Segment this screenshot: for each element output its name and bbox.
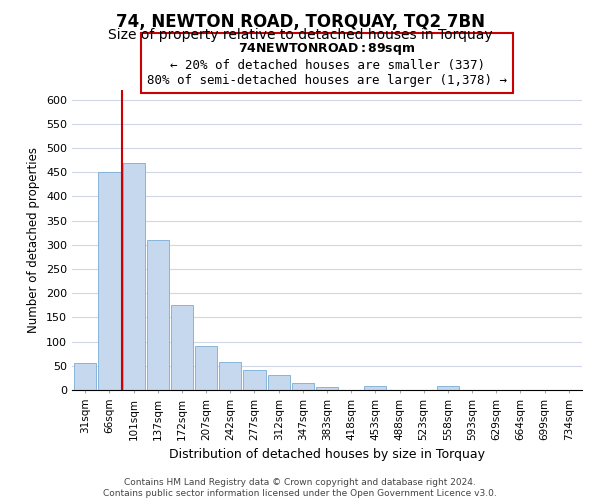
Bar: [437, 386, 459, 390]
Bar: [268, 374, 290, 390]
Bar: [244, 370, 266, 390]
Bar: [98, 172, 121, 390]
Bar: [316, 386, 338, 390]
Bar: [122, 162, 145, 390]
Text: 74, NEWTON ROAD, TORQUAY, TQ2 7BN: 74, NEWTON ROAD, TORQUAY, TQ2 7BN: [115, 12, 485, 30]
Bar: [364, 386, 386, 390]
Bar: [74, 364, 97, 390]
Bar: [146, 240, 169, 390]
Text: Contains HM Land Registry data © Crown copyright and database right 2024.
Contai: Contains HM Land Registry data © Crown c…: [103, 478, 497, 498]
Text: Size of property relative to detached houses in Torquay: Size of property relative to detached ho…: [107, 28, 493, 42]
Text: $\mathbf{74 NEWTON ROAD: 89sqm}$
← 20% of detached houses are smaller (337)
80% : $\mathbf{74 NEWTON ROAD: 89sqm}$ ← 20% o…: [147, 41, 507, 87]
Bar: [195, 346, 217, 390]
Bar: [219, 362, 241, 390]
Y-axis label: Number of detached properties: Number of detached properties: [28, 147, 40, 333]
X-axis label: Distribution of detached houses by size in Torquay: Distribution of detached houses by size …: [169, 448, 485, 461]
Bar: [171, 306, 193, 390]
Bar: [292, 382, 314, 390]
